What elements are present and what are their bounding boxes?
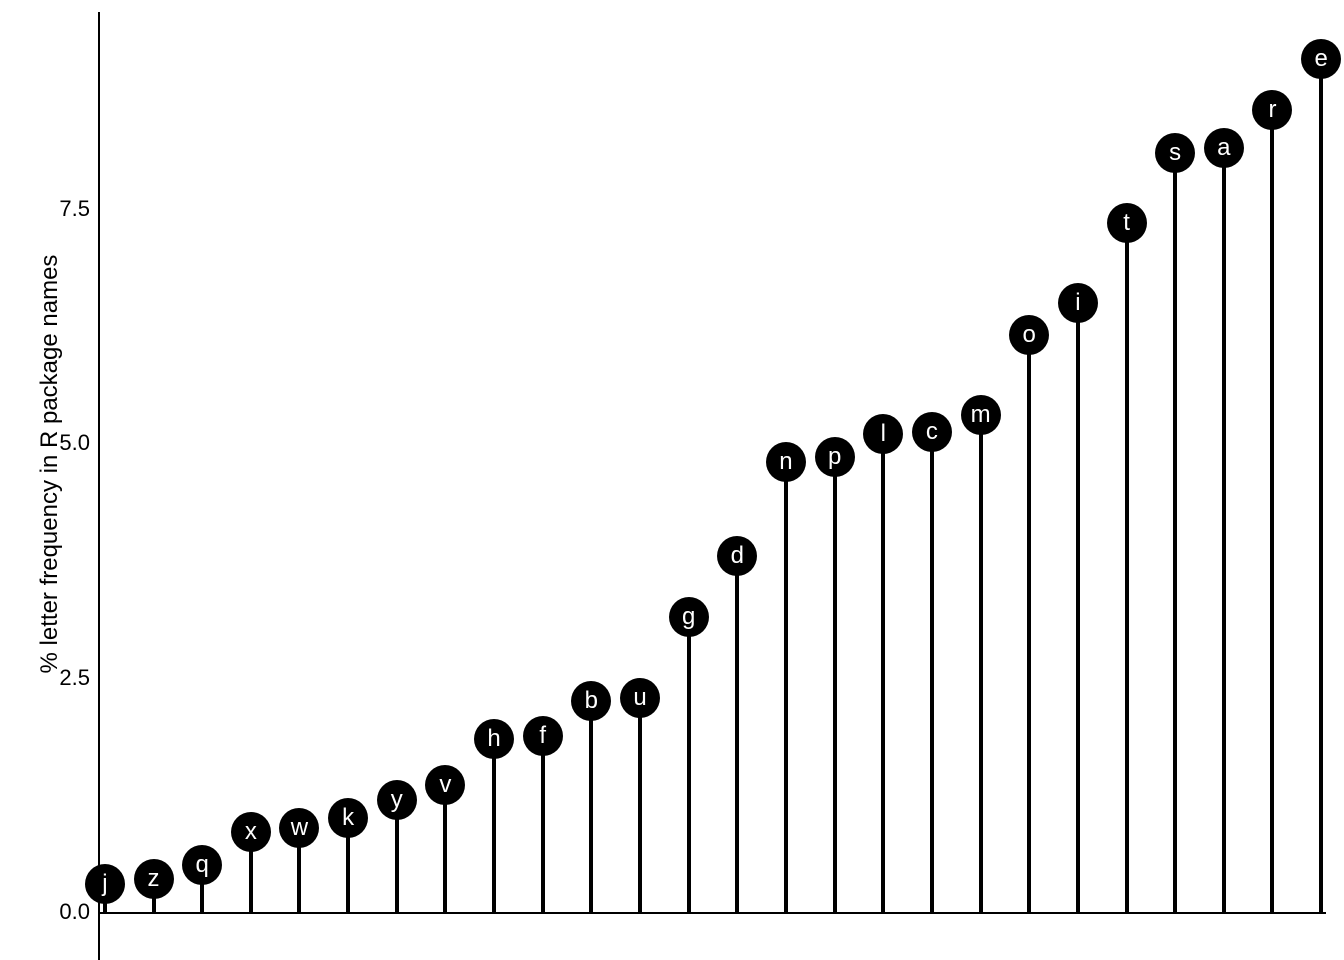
lollipop-stem (881, 434, 885, 912)
y-axis-line (98, 12, 100, 960)
lollipop-marker: w (279, 808, 319, 848)
lollipop-stem (1076, 303, 1080, 912)
lollipop-marker: s (1155, 133, 1195, 173)
lollipop-label: m (971, 401, 991, 429)
lollipop-label: n (779, 448, 792, 476)
lollipop-stem (1270, 110, 1274, 912)
lollipop-label: y (391, 786, 403, 814)
lollipop-label: p (828, 443, 841, 471)
lollipop-stem (1173, 153, 1177, 912)
lollipop-label: w (291, 814, 308, 842)
lollipop-label: d (731, 542, 744, 570)
lollipop-label: q (195, 851, 208, 879)
lollipop-stem (638, 698, 642, 912)
lollipop-marker: l (863, 414, 903, 454)
lollipop-label: t (1123, 209, 1130, 237)
lollipop-marker: d (717, 536, 757, 576)
lollipop-label: a (1217, 134, 1230, 162)
lollipop-marker: x (231, 812, 271, 852)
lollipop-stem (979, 415, 983, 912)
lollipop-stem (930, 432, 934, 912)
lollipop-stem (589, 701, 593, 912)
lollipop-label: h (487, 725, 500, 753)
lollipop-marker: t (1107, 203, 1147, 243)
lollipop-marker: g (669, 597, 709, 637)
lollipop-marker: y (377, 780, 417, 820)
lollipop-marker: j (85, 864, 125, 904)
lollipop-label: l (881, 420, 886, 448)
lollipop-marker: h (474, 719, 514, 759)
y-tick-label: 7.5 (30, 196, 90, 222)
lollipop-label: s (1169, 139, 1181, 167)
lollipop-stem (735, 556, 739, 912)
y-tick-label: 0.0 (30, 899, 90, 925)
lollipop-label: g (682, 603, 695, 631)
lollipop-label: k (342, 804, 354, 832)
lollipop-stem (1319, 59, 1323, 912)
lollipop-label: x (245, 818, 257, 846)
lollipop-stem (1027, 335, 1031, 912)
lollipop-label: v (439, 771, 451, 799)
lollipop-label: c (926, 418, 938, 446)
lollipop-marker: k (328, 798, 368, 838)
lollipop-marker: a (1204, 128, 1244, 168)
lollipop-stem (687, 617, 691, 912)
lollipop-marker: e (1301, 39, 1341, 79)
lollipop-marker: p (815, 437, 855, 477)
lollipop-chart: 0.02.55.07.5% letter frequency in R pack… (0, 0, 1344, 960)
lollipop-label: u (633, 684, 646, 712)
lollipop-marker: r (1252, 90, 1292, 130)
lollipop-marker: n (766, 442, 806, 482)
lollipop-marker: f (523, 716, 563, 756)
lollipop-stem (833, 457, 837, 912)
lollipop-label: z (148, 865, 160, 893)
lollipop-marker: q (182, 845, 222, 885)
lollipop-stem (1125, 223, 1129, 912)
lollipop-marker: u (620, 678, 660, 718)
lollipop-marker: o (1009, 315, 1049, 355)
lollipop-label: o (1023, 321, 1036, 349)
lollipop-marker: c (912, 412, 952, 452)
lollipop-marker: b (571, 681, 611, 721)
lollipop-marker: i (1058, 283, 1098, 323)
lollipop-label: e (1314, 45, 1327, 73)
lollipop-label: j (102, 870, 107, 898)
lollipop-stem (784, 462, 788, 912)
lollipop-label: r (1268, 96, 1276, 124)
lollipop-marker: z (134, 859, 174, 899)
lollipop-stem (492, 739, 496, 912)
lollipop-label: f (539, 722, 546, 750)
lollipop-label: i (1075, 289, 1080, 317)
x-axis-line (98, 912, 1326, 914)
y-axis-title: % letter frequency in R package names (36, 234, 64, 694)
lollipop-stem (541, 736, 545, 912)
lollipop-label: b (585, 687, 598, 715)
lollipop-stem (1222, 148, 1226, 912)
lollipop-marker: v (425, 765, 465, 805)
lollipop-marker: m (961, 395, 1001, 435)
